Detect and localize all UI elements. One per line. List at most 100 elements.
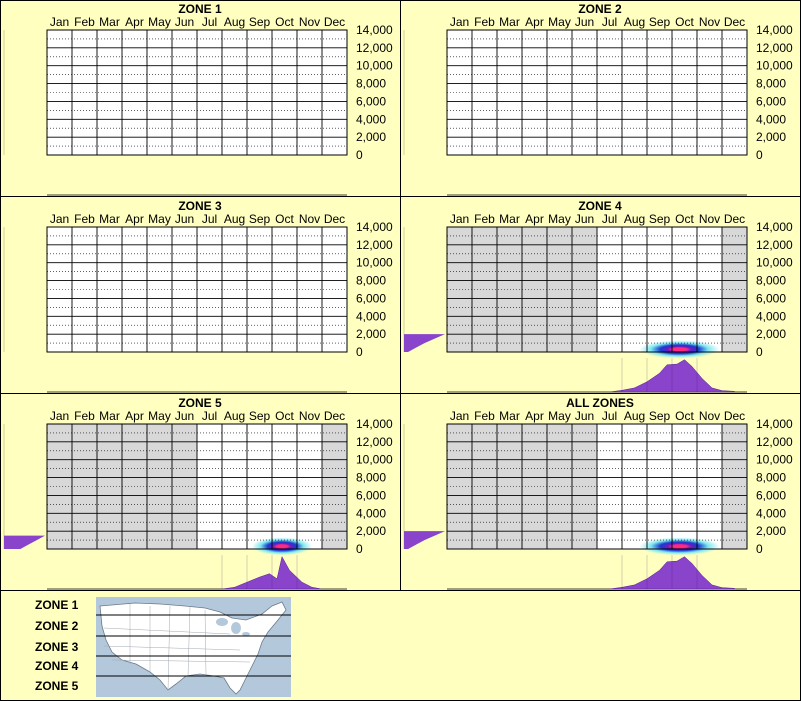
month-label: Jan [450, 15, 469, 29]
month-label: Feb [474, 409, 495, 423]
y-tick-label: 10,000 [756, 59, 793, 73]
month-label: May [148, 15, 171, 29]
legend-zone-2: ZONE 2 [35, 619, 79, 633]
y-tick-label: 2,000 [356, 327, 386, 341]
y-tick-label: 2,000 [756, 130, 786, 144]
plot-border [46, 226, 348, 353]
y-tick-label: 6,000 [756, 488, 786, 502]
month-column [497, 424, 522, 549]
month-label: Dec [324, 15, 345, 29]
month-label: Apr [525, 15, 544, 29]
map-state-border [204, 609, 207, 675]
y-tick-label: 0 [756, 345, 763, 359]
map-lake [231, 622, 241, 634]
month-label: Apr [125, 409, 144, 423]
y-tick-label: 12,000 [356, 238, 393, 252]
y-tick-label: 12,000 [356, 41, 393, 55]
month-label: Mar [499, 212, 520, 226]
month-label: Jul [602, 409, 617, 423]
month-label: Jul [202, 409, 217, 423]
month-column [622, 424, 647, 549]
legend-zone-5: ZONE 5 [35, 679, 79, 693]
panel-title: ZONE 5 [178, 396, 222, 410]
month-label: Nov [699, 409, 720, 423]
left-density [4, 535, 45, 549]
month-label: Dec [724, 212, 745, 226]
month-label: Sep [649, 409, 671, 423]
month-label: Sep [249, 212, 271, 226]
month-label: Feb [474, 212, 495, 226]
y-tick-label: 0 [356, 542, 363, 556]
month-column [572, 227, 597, 352]
legend-zone-1: ZONE 1 [35, 598, 79, 612]
month-column [97, 424, 122, 549]
month-label: Jun [575, 15, 594, 29]
plot-border [446, 29, 748, 156]
month-column [697, 227, 722, 352]
month-label: Jan [50, 409, 69, 423]
month-label: Nov [299, 212, 320, 226]
y-tick-label: 0 [756, 542, 763, 556]
month-label: Dec [324, 212, 345, 226]
month-label: May [548, 409, 571, 423]
month-label: Nov [699, 212, 720, 226]
month-label: Apr [125, 212, 144, 226]
month-column [572, 424, 597, 549]
month-column [497, 227, 522, 352]
month-label: Oct [675, 212, 694, 226]
y-tick-label: 0 [756, 148, 763, 162]
month-label: Jun [575, 409, 594, 423]
month-column [622, 227, 647, 352]
month-column [222, 424, 247, 549]
y-tick-label: 10,000 [356, 256, 393, 270]
y-tick-label: 10,000 [756, 256, 793, 270]
month-label: Aug [624, 15, 645, 29]
y-tick-label: 6,000 [356, 291, 386, 305]
month-column [72, 30, 97, 155]
month-label: Oct [275, 15, 294, 29]
chart-panel-1: ZONE 1 Jan Feb Mar Apr May Jun Jul Aug Sep Oct Nov D… [3, 2, 393, 196]
month-column [547, 30, 572, 155]
month-column [97, 227, 122, 352]
y-tick-label: 8,000 [356, 471, 386, 485]
month-label: Mar [499, 409, 520, 423]
month-label: Sep [249, 15, 271, 29]
map-lake [242, 632, 250, 636]
month-label: Feb [474, 15, 495, 29]
month-label: Jan [50, 15, 69, 29]
density-hotspot [639, 340, 720, 359]
month-label: Jun [175, 409, 194, 423]
y-tick-label: 14,000 [756, 417, 793, 431]
y-tick-label: 8,000 [356, 274, 386, 288]
month-label: Apr [525, 212, 544, 226]
month-column [147, 227, 172, 352]
month-label: Jun [575, 212, 594, 226]
y-tick-label: 14,000 [756, 220, 793, 234]
month-column [647, 30, 672, 155]
chart-panel-4: ZONE 4 Jan Feb Mar Apr May Jun Jul Aug Sep Oct Nov D… [403, 199, 793, 393]
month-column [72, 227, 97, 352]
map-state-border [103, 645, 241, 651]
month-column [622, 30, 647, 155]
month-column [297, 30, 322, 155]
y-tick-label: 0 [356, 345, 363, 359]
month-label: Jan [50, 212, 69, 226]
month-label: Feb [74, 409, 95, 423]
month-column [472, 30, 497, 155]
y-tick-label: 14,000 [356, 23, 393, 37]
y-tick-label: 6,000 [756, 94, 786, 108]
y-tick-label: 2,000 [756, 327, 786, 341]
panel-title: ZONE 1 [178, 2, 222, 16]
density-hotspot [639, 537, 720, 556]
month-label: Jan [450, 212, 469, 226]
month-label: Mar [99, 15, 120, 29]
month-label: Oct [675, 15, 694, 29]
map-state-border [103, 627, 231, 635]
month-label: May [548, 15, 571, 29]
y-tick-label: 14,000 [356, 220, 393, 234]
month-label: Sep [249, 409, 271, 423]
chart-panel-2: ZONE 2 Jan Feb Mar Apr May Jun Jul Aug Sep Oct Nov D… [403, 2, 793, 196]
month-label: May [148, 212, 171, 226]
y-tick-label: 0 [356, 148, 363, 162]
month-column [172, 30, 197, 155]
